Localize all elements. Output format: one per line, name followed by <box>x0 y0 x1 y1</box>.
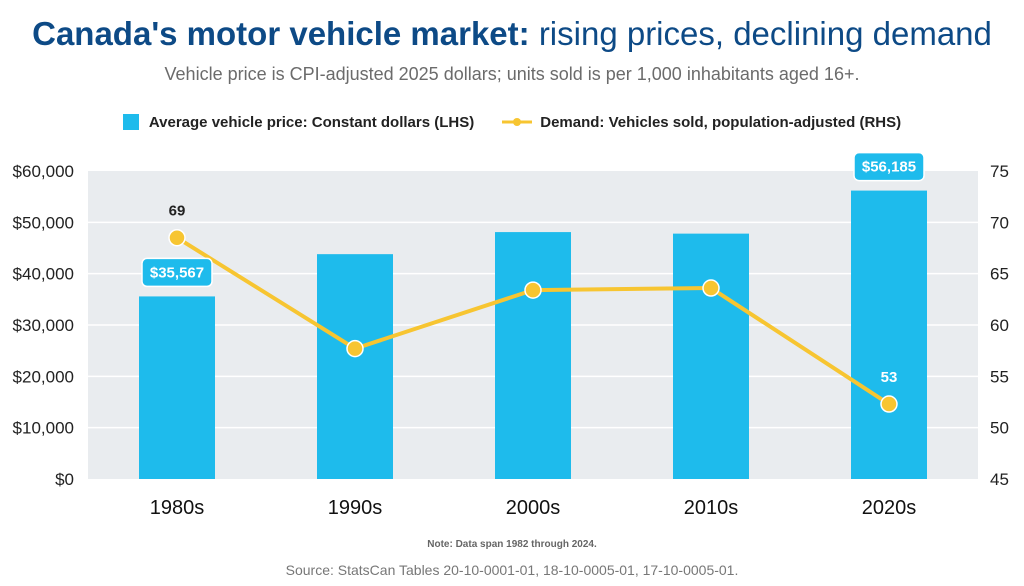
left-axis-tick-label: $10,000 <box>13 419 74 438</box>
left-axis-tick-label: $50,000 <box>13 213 74 232</box>
x-axis-tick-label: 2000s <box>506 497 561 519</box>
bar-2020s <box>851 190 927 479</box>
right-axis-tick-label: 50 <box>990 419 1009 438</box>
left-axis-tick-label: $20,000 <box>13 367 74 386</box>
bar-2010s <box>673 233 749 479</box>
chart-title-bold: Canada's motor vehicle market: <box>32 15 530 52</box>
legend-demand-label: Demand: Vehicles sold, population-adjust… <box>540 113 902 131</box>
right-axis-tick-label: 45 <box>990 470 1009 489</box>
legend-line-swatch <box>502 118 533 126</box>
demand-point-2020s <box>880 395 898 413</box>
legend-price-label: Average vehicle price: Constant dollars … <box>148 113 475 131</box>
chart-subtitle: Vehicle price is CPI-adjusted 2025 dolla… <box>164 64 860 84</box>
chart-note: Note: Data span 1982 through 2024. <box>427 539 597 550</box>
bar-2000s <box>495 232 571 479</box>
bar-value-label: $56,185 <box>862 159 916 176</box>
left-axis-tick-label: $0 <box>55 470 74 489</box>
right-axis-tick-label: 55 <box>990 367 1009 386</box>
chart-title: Canada's motor vehicle market: rising pr… <box>0 14 1024 54</box>
right-axis-tick-label: 70 <box>990 213 1009 232</box>
legend: Average vehicle price: Constant dollars … <box>0 110 1024 134</box>
bar-value-label-box <box>141 257 213 288</box>
bar-1980s <box>139 296 215 479</box>
demand-point-1990s <box>346 339 364 358</box>
left-axis-tick-label: $30,000 <box>13 316 74 335</box>
bar-1990s <box>317 254 393 479</box>
demand-point-1980s <box>168 228 186 247</box>
bar-value-label-box <box>853 151 925 182</box>
line-value-label: 69 <box>169 203 186 220</box>
right-axis-tick-label: 75 <box>990 162 1009 181</box>
x-axis-tick-label: 1980s <box>150 497 205 519</box>
x-axis-tick-label: 2020s <box>862 497 917 519</box>
legend-item-price: Average vehicle price: Constant dollars … <box>122 113 475 131</box>
left-axis-tick-label: $40,000 <box>13 265 74 284</box>
legend-bar-swatch <box>122 114 139 130</box>
left-axis-tick-label: $60,000 <box>13 162 74 181</box>
chart-title-regular: rising prices, declining demand <box>538 15 992 52</box>
line-value-label: 53 <box>881 369 898 386</box>
bar-value-label: $35,567 <box>150 264 204 281</box>
chart-source: Source: StatsCan Tables 20-10-0001-01, 1… <box>285 562 739 578</box>
right-axis-tick-label: 65 <box>990 265 1009 284</box>
legend-item-demand: Demand: Vehicles sold, population-adjust… <box>502 114 901 131</box>
demand-point-2000s <box>524 281 542 299</box>
demand-point-2010s <box>702 279 720 297</box>
x-axis-tick-label: 1990s <box>328 497 383 519</box>
x-axis-tick-label: 2010s <box>684 497 739 519</box>
right-axis-tick-label: 60 <box>990 316 1009 335</box>
